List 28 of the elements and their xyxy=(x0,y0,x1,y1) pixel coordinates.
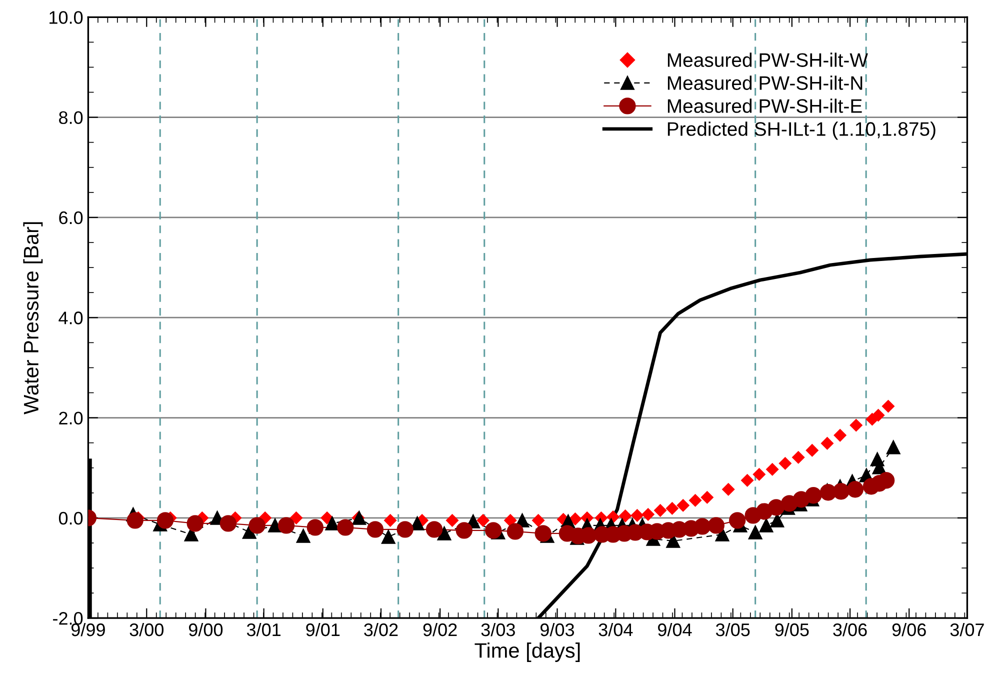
x-tick-label: 3/03 xyxy=(481,622,515,636)
x-tick-label: 3/05 xyxy=(716,622,750,636)
y-tick-label: 6.0 xyxy=(59,211,83,224)
x-tick-label: 9/04 xyxy=(658,622,692,636)
y-tick-label: 0.0 xyxy=(58,512,83,525)
legend-label: Measured PW-SH-ilt-W xyxy=(668,52,868,67)
x-axis-title: Time [days] xyxy=(474,642,580,662)
x-tick-label: 9/06 xyxy=(892,622,926,636)
x-tick-label: 9/02 xyxy=(423,622,457,636)
legend-label: Predicted SH-ILt-1 (1.10,1.875) xyxy=(668,122,936,140)
y-tick-label: 4.0 xyxy=(58,312,83,324)
x-tick-label: 3/04 xyxy=(598,622,633,636)
x-tick-label: 3/07 xyxy=(950,622,984,636)
legend-label: Measured PW-SH-ilt-N xyxy=(668,76,862,90)
x-tick-label: 9/00 xyxy=(188,622,223,636)
legend-label: Measured PW-SH-ilt-E xyxy=(668,98,862,113)
x-tick-label: 9/05 xyxy=(775,622,809,636)
y-tick-label: -2.0 xyxy=(53,612,83,625)
y-axis-title: Water Pressure [Bar] xyxy=(23,222,43,414)
y-tick-label: 10.0 xyxy=(50,11,83,24)
x-tick-label: 9/03 xyxy=(540,622,574,636)
y-tick-label: 8.0 xyxy=(59,111,83,124)
x-tick-label: 3/00 xyxy=(130,622,164,636)
x-tick-label: 3/02 xyxy=(364,622,398,636)
x-tick-label: 3/01 xyxy=(246,622,280,636)
y-tick-label: 2.0 xyxy=(59,412,83,424)
x-tick-label: 3/06 xyxy=(833,622,867,636)
x-tick-label: 9/01 xyxy=(306,622,340,636)
